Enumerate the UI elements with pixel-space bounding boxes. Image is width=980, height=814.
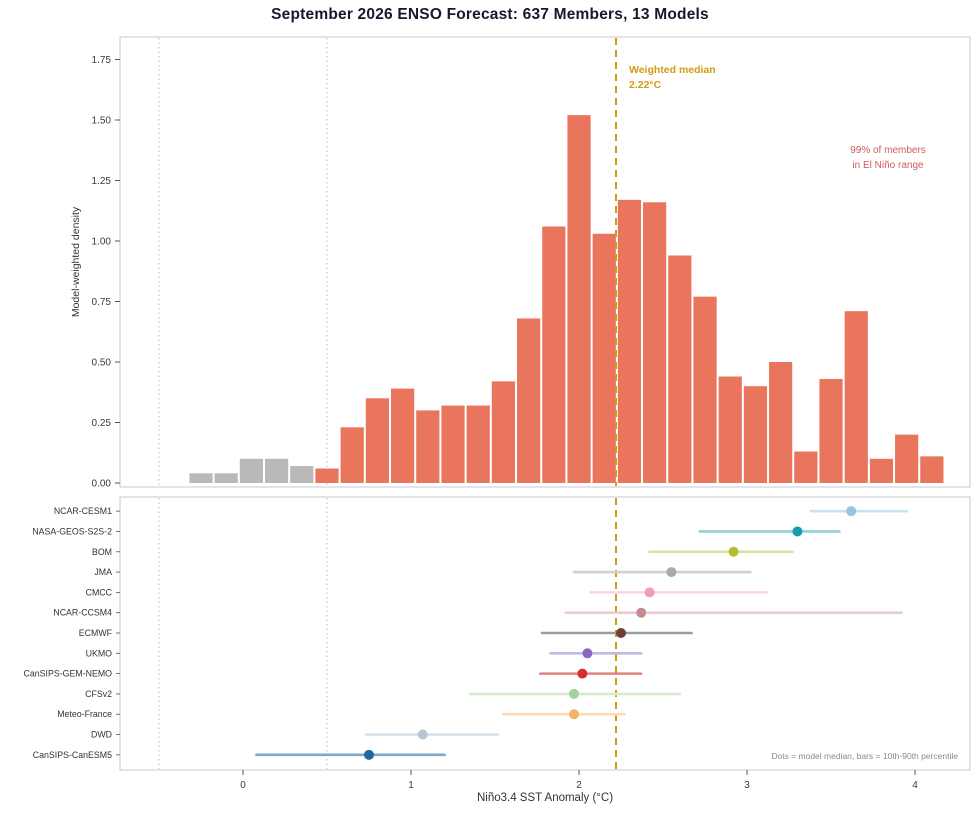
x-tick-label: 2 xyxy=(576,780,582,791)
model-label: BOM xyxy=(92,547,112,557)
histogram-bar xyxy=(819,378,843,483)
histogram-bar xyxy=(365,398,390,483)
model-label: NCAR-CESM1 xyxy=(54,506,112,516)
elnino-share-annotation: in El Niño range xyxy=(852,160,924,171)
histogram-bar xyxy=(391,388,415,483)
model-label: Meteo-France xyxy=(57,709,112,719)
x-tick-label: 0 xyxy=(240,780,246,791)
histogram-bar xyxy=(290,466,314,483)
model-median-dot xyxy=(636,607,647,618)
x-axis-title: Niño3.4 SST Anomaly (°C) xyxy=(477,792,613,804)
median-label: Weighted median xyxy=(629,64,716,76)
legend-note: Dots = model median, bars = 10th-90th pe… xyxy=(771,751,958,761)
histogram-bar xyxy=(340,427,364,483)
histogram-bar xyxy=(895,434,919,483)
histogram-bar xyxy=(466,405,490,483)
y-tick-label: 0.50 xyxy=(92,358,112,369)
y-tick-label: 1.50 xyxy=(92,116,112,127)
x-tick-label: 1 xyxy=(408,780,414,791)
histogram-bar xyxy=(769,362,793,483)
model-median-dot xyxy=(582,648,593,659)
model-label: CMCC xyxy=(86,587,113,597)
y-tick-label: 1.75 xyxy=(92,55,112,66)
model-median-dot xyxy=(568,688,579,699)
histogram-bar xyxy=(315,468,339,483)
histogram-bar xyxy=(441,405,465,483)
model-median-dot xyxy=(792,526,803,537)
x-tick-label: 3 xyxy=(744,780,750,791)
model-label: CanSIPS-CanESM5 xyxy=(33,750,112,760)
model-median-dot xyxy=(568,709,579,720)
y-tick-label: 1.00 xyxy=(92,237,112,248)
y-tick-label: 0.75 xyxy=(92,297,112,308)
median-value-label: 2.22°C xyxy=(629,79,662,91)
x-tick-label: 4 xyxy=(912,780,918,791)
model-label: JMA xyxy=(94,567,112,577)
model-median-dot xyxy=(616,628,627,638)
y-tick-label: 0.00 xyxy=(92,479,112,490)
histogram-bar xyxy=(214,473,238,483)
y-axis-title: Model-weighted density xyxy=(70,206,82,317)
model-label: NCAR-CCSM4 xyxy=(53,608,112,618)
model-median-dot xyxy=(666,567,677,578)
histogram-bar xyxy=(264,458,289,483)
y-tick-label: 0.25 xyxy=(92,418,112,429)
histogram-bar xyxy=(869,458,894,483)
model-median-dot xyxy=(364,749,375,760)
histogram-bar xyxy=(239,458,263,483)
model-label: CFSv2 xyxy=(85,689,112,699)
histogram-bar xyxy=(542,226,566,484)
model-label: NASA-GEOS-S2S-2 xyxy=(32,526,112,536)
y-tick-label: 1.25 xyxy=(92,176,112,187)
model-median-dot xyxy=(644,587,655,598)
model-median-dot xyxy=(577,668,588,679)
histogram-bar xyxy=(189,473,213,483)
histogram-bar xyxy=(920,456,944,483)
histogram-bar xyxy=(844,311,868,483)
histogram-bar xyxy=(743,386,768,483)
histogram-bar xyxy=(794,451,818,483)
model-median-dot xyxy=(728,546,739,557)
histogram-bar xyxy=(643,202,667,483)
histogram-bar xyxy=(592,233,616,483)
model-median-dot xyxy=(846,506,857,517)
histogram-bar xyxy=(668,255,692,483)
model-label: UKMO xyxy=(86,648,113,658)
histogram-bar xyxy=(491,381,516,483)
model-label: ECMWF xyxy=(79,628,113,638)
histogram-bar xyxy=(517,318,541,483)
histogram-bar xyxy=(693,296,717,483)
histogram-bar xyxy=(567,115,591,483)
histogram-bar xyxy=(718,376,742,483)
chart-title: September 2026 ENSO Forecast: 637 Member… xyxy=(271,6,709,23)
model-median-dot xyxy=(417,729,428,740)
histogram-bar xyxy=(617,199,642,484)
model-label: CanSIPS-GEM-NEMO xyxy=(24,669,113,679)
model-label: DWD xyxy=(91,730,112,740)
histogram-bar xyxy=(416,410,440,483)
elnino-share-annotation: 99% of members xyxy=(850,145,926,156)
